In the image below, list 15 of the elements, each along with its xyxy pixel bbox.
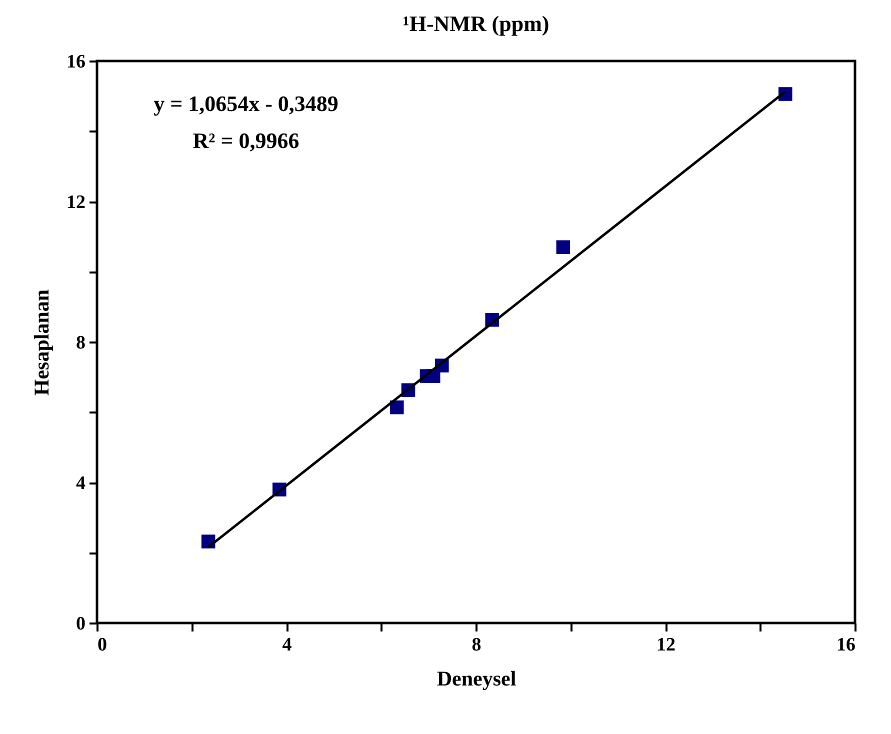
y-tick-label: 4 xyxy=(76,473,86,494)
x-axis-title: Deneysel xyxy=(436,666,516,690)
x-tick-label: 8 xyxy=(472,634,482,656)
x-tick-label: 0 xyxy=(98,634,107,656)
y-axis-title: Hesaplanan xyxy=(30,289,54,396)
y-tick-label: 8 xyxy=(76,332,86,354)
y-tick-label: 0 xyxy=(76,614,86,634)
y-tick-label: 16 xyxy=(66,52,86,72)
x-tick-label: 16 xyxy=(836,634,856,656)
chart-title: ¹H-NMR (ppm) xyxy=(402,11,550,36)
annotation: R² = 0,9966 xyxy=(192,128,300,153)
x-tick-label: 12 xyxy=(656,634,676,656)
annotation: y = 1,0654x - 0,3489 xyxy=(154,91,338,116)
y-tick-label: 12 xyxy=(66,192,86,213)
x-tick-label: 4 xyxy=(282,634,292,656)
